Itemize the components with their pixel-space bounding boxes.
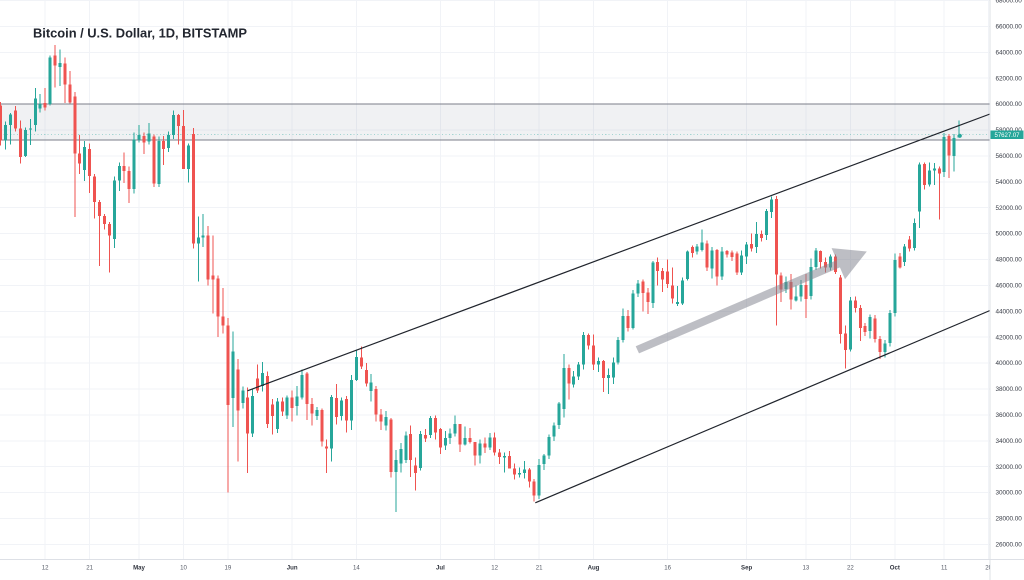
svg-text:Sep: Sep: [741, 565, 752, 572]
svg-text:Aug: Aug: [588, 565, 600, 572]
svg-text:12: 12: [491, 565, 498, 572]
svg-text:10: 10: [180, 565, 187, 572]
svg-text:Jul: Jul: [436, 565, 445, 572]
svg-text:62000.00: 62000.00: [996, 75, 1023, 82]
svg-text:66000.00: 66000.00: [996, 24, 1023, 31]
svg-text:26000.00: 26000.00: [996, 542, 1023, 549]
svg-text:68000.00: 68000.00: [996, 0, 1023, 5]
svg-text:13: 13: [803, 565, 810, 572]
svg-text:Jun: Jun: [287, 565, 298, 572]
svg-text:54000.00: 54000.00: [996, 179, 1023, 186]
svg-text:40000.00: 40000.00: [996, 360, 1023, 367]
svg-text:21: 21: [536, 565, 543, 572]
svg-text:34000.00: 34000.00: [996, 438, 1023, 445]
svg-text:19: 19: [225, 565, 232, 572]
svg-text:50000.00: 50000.00: [996, 231, 1023, 238]
svg-text:22: 22: [847, 565, 854, 572]
svg-text:32000.00: 32000.00: [996, 464, 1023, 471]
svg-text:28000.00: 28000.00: [996, 516, 1023, 523]
svg-text:57627.07: 57627.07: [994, 132, 1020, 139]
svg-text:48000.00: 48000.00: [996, 257, 1023, 264]
svg-text:64000.00: 64000.00: [996, 49, 1023, 56]
svg-text:60000.00: 60000.00: [996, 101, 1023, 108]
svg-text:44000.00: 44000.00: [996, 308, 1023, 315]
svg-text:52000.00: 52000.00: [996, 205, 1023, 212]
svg-text:38000.00: 38000.00: [996, 386, 1023, 393]
svg-text:16: 16: [664, 565, 671, 572]
svg-text:Oct: Oct: [890, 565, 900, 572]
svg-text:46000.00: 46000.00: [996, 283, 1023, 290]
svg-text:May: May: [133, 565, 145, 572]
svg-text:21: 21: [86, 565, 93, 572]
svg-text:Bitcoin / U.S. Dollar, 1D, BIT: Bitcoin / U.S. Dollar, 1D, BITSTAMP: [33, 25, 247, 40]
svg-text:20: 20: [985, 565, 992, 572]
svg-text:36000.00: 36000.00: [996, 412, 1023, 419]
svg-text:30000.00: 30000.00: [996, 490, 1023, 497]
svg-text:56000.00: 56000.00: [996, 153, 1023, 160]
svg-text:12: 12: [42, 565, 49, 572]
svg-text:14: 14: [353, 565, 360, 572]
svg-text:42000.00: 42000.00: [996, 334, 1023, 341]
svg-text:11: 11: [941, 565, 948, 572]
